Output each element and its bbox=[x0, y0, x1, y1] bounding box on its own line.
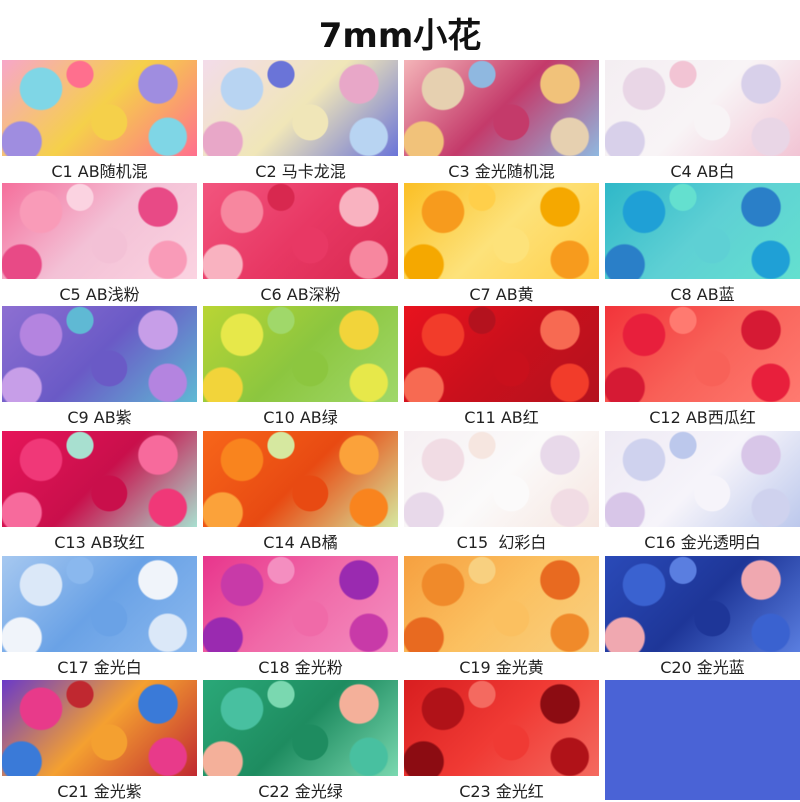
swatch-label: C12 AB西瓜红 bbox=[649, 408, 756, 427]
swatch-image bbox=[605, 183, 800, 279]
swatch-image bbox=[2, 431, 197, 527]
swatch-image bbox=[2, 556, 197, 652]
swatch-image bbox=[203, 60, 398, 156]
title: 7mm小花 bbox=[318, 16, 482, 56]
swatch-image bbox=[404, 306, 599, 402]
swatch-label: C11 AB红 bbox=[464, 408, 539, 427]
swatch-label: C3 金光随机混 bbox=[448, 162, 555, 181]
swatch-label: C22 金光绿 bbox=[258, 782, 343, 801]
swatch-label: C19 金光黄 bbox=[459, 658, 544, 677]
swatch-label: C18 金光粉 bbox=[258, 658, 343, 677]
swatch-label: C15 幻彩白 bbox=[456, 533, 547, 552]
swatch-image bbox=[2, 680, 197, 776]
swatch-image bbox=[203, 680, 398, 776]
swatch-image bbox=[203, 431, 398, 527]
swatch-image bbox=[2, 306, 197, 402]
swatch-label: C5 AB浅粉 bbox=[59, 285, 140, 304]
swatch-label: C2 马卡龙混 bbox=[255, 162, 346, 181]
swatch-label: C9 AB紫 bbox=[67, 408, 132, 427]
swatch-label: C1 AB随机混 bbox=[51, 162, 148, 181]
swatch-image bbox=[605, 306, 800, 402]
swatch-image bbox=[203, 306, 398, 402]
swatch-image bbox=[2, 183, 197, 279]
swatch-label: C16 金光透明白 bbox=[644, 533, 761, 552]
swatch-image bbox=[203, 556, 398, 652]
swatch-label: C8 AB蓝 bbox=[670, 285, 735, 304]
swatch-image bbox=[203, 183, 398, 279]
swatch-image bbox=[404, 556, 599, 652]
swatch-label: C4 AB白 bbox=[670, 162, 735, 181]
swatch-label: C6 AB深粉 bbox=[260, 285, 341, 304]
swatch-label: C10 AB绿 bbox=[263, 408, 338, 427]
swatch-image bbox=[605, 60, 800, 156]
swatch-label: C17 金光白 bbox=[57, 658, 142, 677]
swatch-image bbox=[605, 431, 800, 527]
swatch-image bbox=[404, 60, 599, 156]
swatch-image bbox=[2, 60, 197, 156]
swatch-image bbox=[404, 183, 599, 279]
swatch-image bbox=[404, 431, 599, 527]
swatch-label: C13 AB玫红 bbox=[54, 533, 145, 552]
swatch-label: C23 金光红 bbox=[459, 782, 544, 801]
swatch-label: C21 金光紫 bbox=[57, 782, 142, 801]
swatch-label: C20 金光蓝 bbox=[660, 658, 745, 677]
swatch-label: C14 AB橘 bbox=[263, 533, 338, 552]
blank-swatch bbox=[605, 680, 800, 800]
swatch-label: C7 AB黄 bbox=[469, 285, 534, 304]
swatch-image bbox=[605, 556, 800, 652]
swatch-image bbox=[404, 680, 599, 776]
